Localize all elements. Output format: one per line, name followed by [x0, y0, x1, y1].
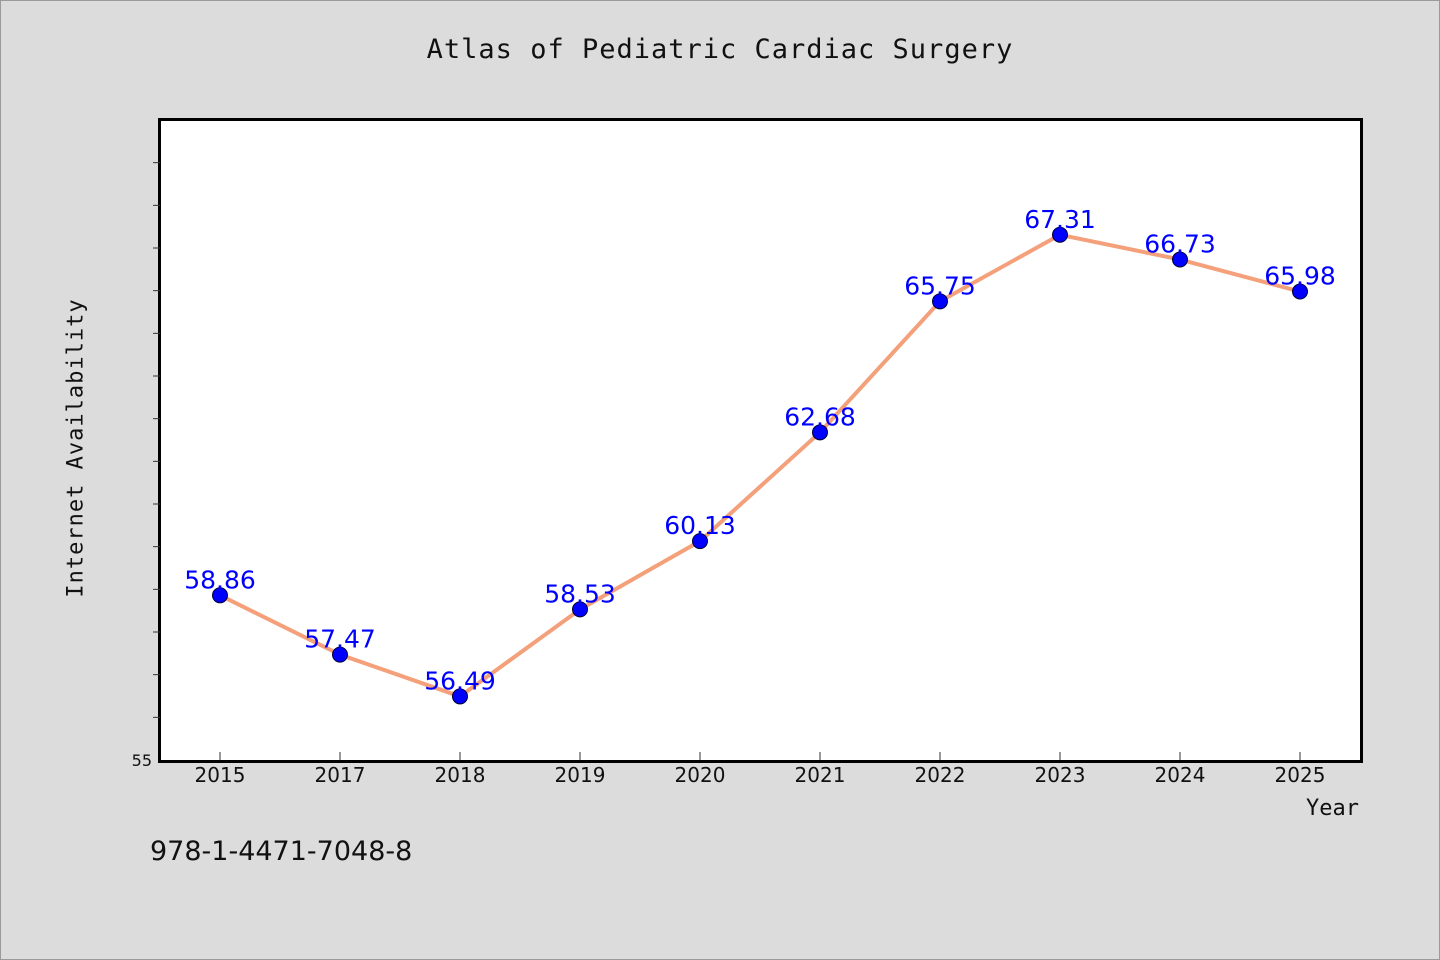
x-tick-label: 2021: [795, 763, 846, 787]
x-tick-label: 2019: [555, 763, 606, 787]
data-point: [212, 587, 228, 604]
y-tick-label: 55: [132, 751, 152, 770]
data-label: 65.75: [904, 271, 976, 300]
data-point: [572, 601, 588, 618]
data-point: [812, 424, 828, 441]
x-tick-label: 2018: [435, 763, 486, 787]
data-point: [1052, 226, 1068, 243]
data-point: [1172, 251, 1188, 268]
data-point: [692, 533, 708, 550]
x-tick-label: 2015: [195, 763, 246, 787]
data-point: [332, 646, 348, 663]
data-label: 62.68: [784, 402, 856, 431]
x-tick-label: 2020: [675, 763, 726, 787]
chart-title: Atlas of Pediatric Cardiac Surgery: [426, 34, 1014, 65]
data-label: 58.86: [184, 565, 256, 594]
data-label: 57.47: [304, 625, 376, 654]
data-label: 58.53: [544, 579, 616, 608]
data-point: [1292, 283, 1308, 300]
data-label: 67.31: [1024, 205, 1096, 234]
footer-code: 978-1-4471-7048-8: [150, 836, 413, 867]
x-tick-label: 2022: [915, 763, 966, 787]
x-tick-label: 2017: [315, 763, 366, 787]
x-tick-label: 2025: [1275, 763, 1326, 787]
data-point: [932, 293, 948, 310]
data-label: 66.73: [1144, 230, 1216, 259]
series-line: [219, 232, 1301, 699]
data-label: 60.13: [664, 511, 736, 540]
x-axis-label: Year: [1306, 796, 1359, 821]
plot-area: [158, 118, 1363, 763]
data-point: [452, 688, 468, 705]
data-label: 56.49: [424, 666, 496, 695]
data-label: 65.98: [1264, 262, 1336, 291]
x-tick-label: 2023: [1035, 763, 1086, 787]
x-tick-label: 2024: [1155, 763, 1206, 787]
